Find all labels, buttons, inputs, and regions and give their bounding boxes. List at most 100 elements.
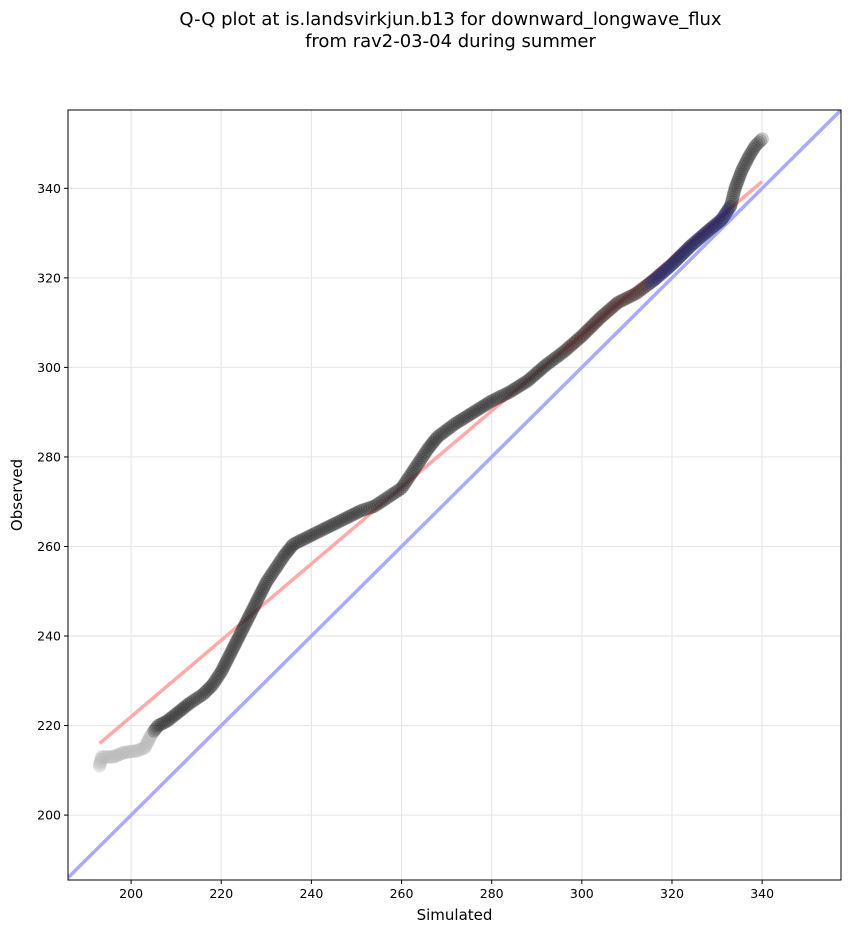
qq-point	[228, 637, 243, 651]
qq-point	[317, 522, 332, 536]
qq-point	[615, 293, 629, 308]
qq-point	[243, 607, 258, 621]
qq-point	[411, 456, 426, 471]
x-tick-label-0: 200	[119, 886, 143, 901]
qq-point	[575, 329, 589, 343]
qq-point	[235, 623, 250, 637]
qq-point	[466, 405, 481, 419]
qq-point	[348, 506, 362, 521]
qq-point	[551, 348, 566, 363]
qq-point	[294, 533, 308, 548]
qq-point	[236, 621, 251, 635]
qq-point	[417, 446, 432, 461]
qq-point	[381, 490, 395, 505]
qq-point	[286, 537, 301, 552]
qq-point	[126, 744, 141, 759]
qq-point	[394, 481, 409, 496]
y-axis-ticks: 200 220 240 260 280 300 320 340	[37, 181, 68, 823]
qq-point	[443, 420, 458, 435]
qq-point	[106, 750, 120, 764]
y-tick-label-3: 260	[37, 539, 61, 554]
qq-point	[276, 550, 290, 565]
qq-point	[502, 385, 517, 399]
qq-point	[588, 315, 603, 330]
qq-point	[249, 595, 264, 609]
qq-point	[354, 503, 368, 518]
qq-point	[387, 486, 401, 501]
qq-point	[738, 155, 753, 170]
qq-point	[274, 552, 289, 567]
qq-point	[124, 744, 138, 759]
qq-point	[323, 519, 337, 533]
qq-point	[230, 633, 245, 647]
qq-point	[365, 500, 380, 514]
qq-point	[176, 701, 191, 716]
x-tick-label-6: 320	[660, 886, 684, 901]
qq-point	[383, 489, 397, 503]
qq-point	[470, 403, 485, 417]
qq-point	[269, 560, 284, 574]
qq-point	[557, 344, 571, 359]
qq-point	[153, 717, 167, 732]
qq-point	[128, 744, 143, 758]
chart-title-line-1: Q-Q plot at is.landsvirkjun.b13 for down…	[179, 9, 722, 30]
qq-point	[689, 234, 704, 248]
qq-point	[181, 697, 195, 712]
qq-point	[596, 308, 610, 323]
qq-point	[675, 247, 690, 261]
qq-point	[93, 756, 107, 771]
qq-point	[226, 641, 241, 655]
qq-point	[617, 292, 631, 307]
qq-point	[472, 402, 486, 416]
qq-point	[515, 377, 530, 392]
qq-point	[396, 479, 410, 494]
qq-point	[576, 327, 591, 342]
qq-point	[704, 221, 719, 235]
qq-point	[553, 347, 567, 362]
qq-point	[709, 217, 724, 231]
qq-point	[494, 389, 509, 403]
qq-point	[156, 716, 171, 730]
qq-point	[498, 387, 513, 401]
qq-point	[367, 499, 382, 513]
qq-point	[377, 492, 391, 507]
qq-point	[264, 567, 279, 582]
qq-point	[209, 672, 223, 687]
qq-point	[307, 526, 322, 541]
x-tick-label-1: 220	[209, 886, 233, 901]
qq-point	[468, 404, 483, 418]
y-tick-label-4: 280	[37, 449, 61, 464]
qq-point	[166, 709, 181, 723]
qq-point	[636, 281, 650, 295]
qq-point	[137, 741, 152, 755]
lines-layer	[68, 110, 841, 880]
qq-point	[599, 305, 614, 320]
qq-point	[257, 579, 272, 594]
qq-point	[565, 337, 579, 352]
qq-point	[148, 722, 163, 736]
qq-point	[392, 482, 407, 497]
qq-point	[260, 573, 275, 588]
qq-point	[674, 248, 688, 263]
qq-point	[506, 382, 521, 397]
qq-point	[733, 167, 748, 182]
qq-point	[93, 754, 108, 769]
chart-title: Q-Q plot at is.landsvirkjun.b13 for down…	[0, 9, 851, 53]
qq-point	[277, 548, 292, 563]
qq-point	[319, 521, 334, 535]
y-tick-label-0: 200	[37, 808, 61, 823]
qq-point	[219, 655, 234, 669]
qq-point	[527, 368, 542, 382]
qq-point	[133, 742, 147, 757]
qq-point	[375, 494, 390, 508]
qq-point	[99, 750, 114, 764]
qq-point	[742, 148, 757, 162]
qq-point	[406, 464, 420, 478]
qq-point	[432, 428, 447, 443]
qq-point	[192, 689, 207, 704]
qq-point	[338, 511, 353, 526]
qq-point	[666, 256, 681, 270]
qq-point	[388, 485, 403, 499]
qq-point	[250, 593, 265, 608]
